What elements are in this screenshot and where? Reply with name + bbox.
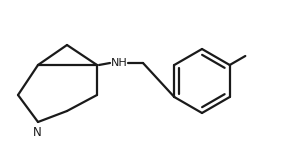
Text: N: N [32, 126, 41, 139]
Text: NH: NH [111, 58, 127, 68]
